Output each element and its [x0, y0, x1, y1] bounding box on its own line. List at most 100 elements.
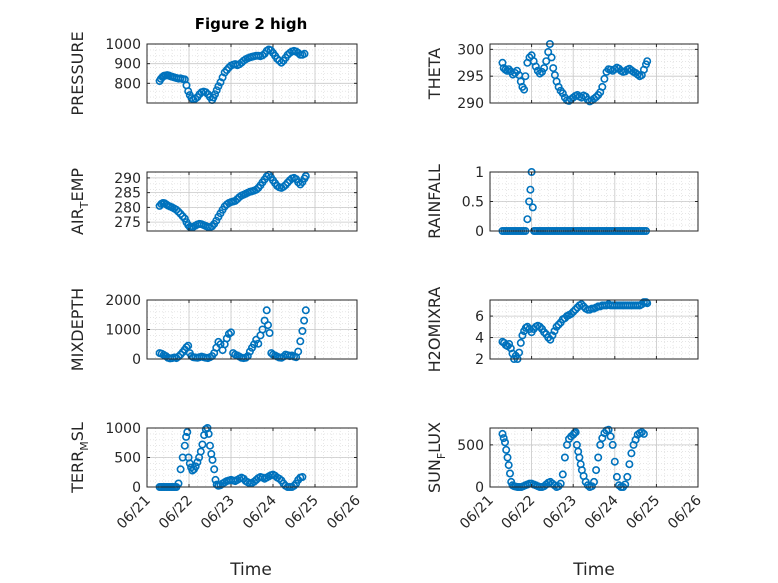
data-point [210, 465, 219, 474]
data-point [191, 462, 200, 471]
y-tick-label: 0 [132, 480, 141, 496]
data-point [520, 85, 529, 94]
y-tick-label: 0 [475, 480, 484, 496]
y-tick-label: 6 [475, 309, 484, 325]
data-point [254, 339, 263, 348]
panel-terr-msl: 0 500 1000 06/21 06/22 06/23 06/24 06/25 06/26 TE… [68, 421, 364, 532]
data-point [300, 316, 309, 325]
data-point [516, 338, 525, 347]
data-point [498, 58, 507, 67]
panel-sun-flux: 0 500 06/21 06/22 06/23 06/24 06/25 06/26 SUNFLU… [425, 422, 705, 532]
x-tick-label: 06/21 [114, 493, 154, 533]
data-point [535, 322, 544, 331]
data-point [598, 82, 607, 91]
data-point [294, 347, 303, 356]
data-point [594, 453, 603, 462]
y-tick-label: 1 [475, 165, 484, 181]
x-tick-label: 06/21 [457, 493, 497, 533]
data-point [182, 432, 191, 441]
y-tick-label: 4 [475, 331, 484, 347]
data-point [571, 305, 580, 314]
data-point [560, 453, 569, 462]
axes-box [146, 43, 358, 104]
data-point [296, 337, 305, 346]
y-tick-label: 2 [475, 352, 484, 368]
data-point [206, 441, 215, 450]
y-tick-label: 1000 [105, 37, 141, 53]
data-point [294, 178, 303, 187]
data-point [589, 477, 598, 486]
data-point [174, 352, 183, 361]
data-point [526, 185, 535, 194]
data-point [208, 455, 217, 464]
data-point [275, 56, 284, 65]
y-tick-label: 1000 [105, 323, 141, 339]
data-point [174, 207, 183, 216]
panel-h2omixra: 2 4 6 H2OMIXRA [425, 287, 699, 372]
data-point [567, 309, 576, 318]
data-point [544, 47, 553, 56]
data-point [212, 86, 221, 95]
data-point [512, 66, 521, 75]
data-point [212, 216, 221, 225]
data-point [558, 470, 567, 479]
data-point [596, 440, 605, 449]
data-point [606, 432, 615, 441]
data-point [540, 328, 549, 337]
data-point [612, 472, 621, 481]
data-point [184, 87, 193, 96]
data-point [265, 328, 274, 337]
data-point [525, 197, 534, 206]
y-tick-label: 0.5 [462, 195, 484, 211]
data-point [211, 90, 220, 99]
y-tick-label: 800 [114, 76, 141, 92]
data-point [502, 445, 511, 454]
data-point [301, 306, 310, 315]
x-tick-label: 06/25 [282, 493, 322, 533]
y-tick-label: 295 [457, 69, 484, 85]
data-point [172, 205, 181, 214]
data-point [641, 298, 650, 307]
data-point [503, 66, 512, 75]
y-tick-label: 0 [475, 224, 484, 240]
data-point [182, 343, 191, 352]
y-tick-label: 280 [114, 200, 141, 216]
x-tick-label: 06/25 [623, 493, 663, 533]
x-axis-label-left: Time [229, 560, 272, 580]
data-point [298, 472, 307, 481]
data-point [542, 57, 551, 66]
data-point [252, 335, 261, 344]
axes-box [489, 43, 699, 104]
data-point [569, 307, 578, 316]
data-point [258, 325, 267, 334]
x-tick-label: 06/23 [540, 493, 580, 533]
data-point [204, 429, 213, 438]
y-tick-label: 0 [132, 352, 141, 368]
data-point [504, 65, 513, 74]
data-point [531, 62, 540, 71]
y-axis-label: TERRMSL [68, 422, 91, 494]
data-point [183, 428, 192, 437]
y-tick-label: 300 [457, 42, 484, 58]
data-point [546, 335, 555, 344]
data-point [604, 425, 613, 434]
data-point [600, 74, 609, 83]
data-point [193, 458, 202, 467]
data-point [505, 339, 514, 348]
y-tick-label: 900 [114, 57, 141, 73]
panel-rainfall: 0 0.5 1 RAINFALL [425, 164, 699, 240]
data-point [623, 472, 632, 481]
data-point [180, 441, 189, 450]
data-point [201, 88, 210, 97]
data-point [625, 460, 634, 469]
data-point [550, 327, 559, 336]
data-point [505, 469, 514, 478]
y-tick-label: 1000 [105, 421, 141, 437]
data-point [214, 82, 223, 91]
data-point [637, 300, 646, 309]
x-tick-label: 06/22 [499, 493, 539, 533]
x-tick-label: 06/26 [665, 492, 705, 532]
data-point [587, 482, 596, 491]
x-tick-label: 06/23 [198, 493, 238, 533]
